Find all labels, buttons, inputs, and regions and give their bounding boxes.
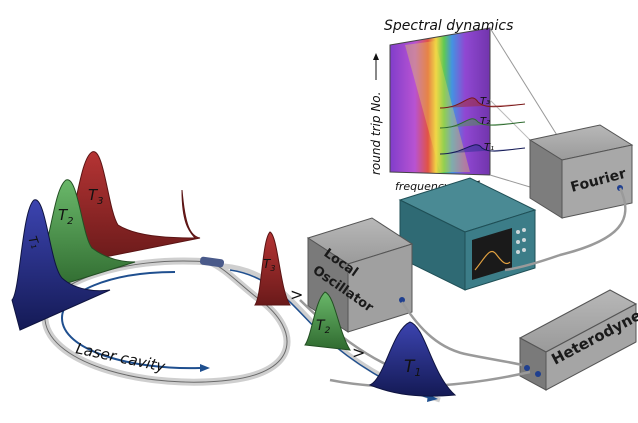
arrow-1: > [290, 285, 303, 304]
projection-line [489, 27, 561, 141]
heterodyne-box: Heterodyne [518, 289, 638, 391]
local-osc-port [399, 297, 405, 303]
output-coupler [199, 256, 225, 268]
output-pulses: T3 > T2 > T1 [254, 231, 457, 397]
spectrum-slice-t2 [439, 118, 526, 129]
output-pulse-t2 [304, 291, 351, 351]
slice-label-t2: T₂ [480, 116, 490, 127]
cavity-label-t3: T3 [88, 186, 104, 207]
cavity-pulse-t1 [11, 199, 111, 331]
local-oscillator-box: Local Oscillator [306, 217, 414, 333]
scope-knobs [516, 228, 526, 254]
slice-label-t3: T₃ [480, 96, 490, 107]
slice-label-t1: T₁ [484, 142, 494, 153]
spectral-panel: T₃ T₂ T₁ Spectral dynamics round trip No… [369, 18, 561, 193]
spectral-title: Spectral dynamics [384, 18, 513, 34]
spectrum-slice-t3 [439, 97, 526, 109]
cavity-label-t1: T₁ [25, 234, 42, 250]
cavity-direction-arrow [60, 271, 201, 370]
y-axis-label: round trip No. [369, 92, 383, 175]
y-axis-arrowhead [373, 53, 379, 60]
cavity-pulse-t3 [59, 151, 201, 263]
heterodyne-port [535, 371, 541, 377]
heterodyne-port [524, 365, 530, 371]
spectrogram-band [405, 41, 470, 172]
scope-trace [474, 250, 511, 271]
cavity-arrowhead [200, 364, 210, 372]
output-label-t3: T3 [263, 257, 275, 273]
spectrogram-image [390, 28, 490, 175]
output-label-t2: T2 [316, 318, 331, 336]
cavity-pulse-t2 [34, 179, 136, 291]
oscilloscope [398, 177, 537, 291]
spectrum-slice-t1 [439, 144, 526, 155]
cavity-label-t2: T2 [58, 206, 74, 227]
cavity-pulses: T3 T2 T₁ [11, 151, 201, 331]
output-pulse-t1 [368, 321, 457, 397]
scope-screen [472, 228, 512, 280]
arrow-2: > [352, 343, 365, 362]
fourier-box: Fourier [528, 124, 634, 219]
output-pulse-t3 [254, 231, 291, 306]
output-label-t1: T1 [404, 357, 421, 379]
